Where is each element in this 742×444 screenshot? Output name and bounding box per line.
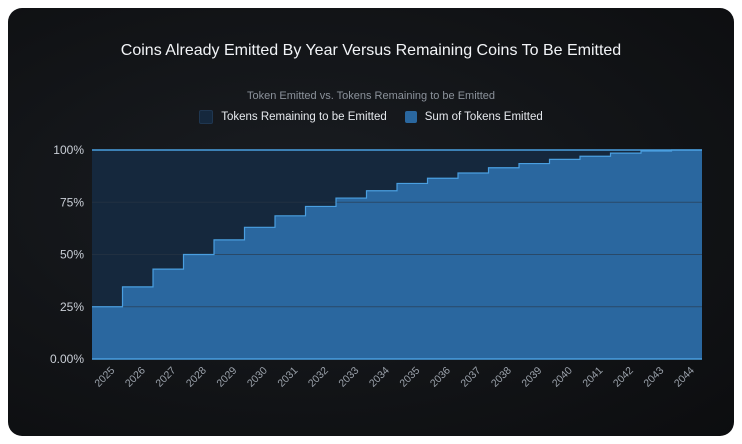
x-tick-label-2026: 2026 <box>123 365 148 390</box>
legend-item-emitted[interactable]: Sum of Tokens Emitted <box>404 110 543 124</box>
x-tick-label-2039: 2039 <box>519 365 544 390</box>
x-tick-label-2034: 2034 <box>367 365 392 390</box>
x-tick-label-2041: 2041 <box>580 365 605 390</box>
y-tick-label-0: 0.00% <box>50 352 84 366</box>
legend-label-remaining: Tokens Remaining to be Emitted <box>221 111 387 123</box>
legend-swatch-remaining <box>199 110 214 124</box>
y-tick-label-1: 25% <box>60 300 84 314</box>
x-tick-label-2035: 2035 <box>397 365 422 390</box>
chart-card: Coins Already Emitted By Year Versus Rem… <box>8 8 734 436</box>
x-tick-label-2032: 2032 <box>306 365 331 390</box>
legend-label-emitted: Sum of Tokens Emitted <box>424 111 543 123</box>
area-chart: 0.00%25%50%75%100%2025 2026 2027 2028 2029 20… <box>50 143 702 390</box>
x-tick-label-2043: 2043 <box>641 365 666 390</box>
legend-title: Token Emitted vs. Tokens Remaining to be… <box>246 90 496 102</box>
x-tick-label-2025: 2025 <box>92 365 117 390</box>
chart-title: Coins Already Emitted By Year Versus Rem… <box>120 42 622 59</box>
x-tick-label-2040: 2040 <box>550 365 575 390</box>
x-tick-label-2036: 2036 <box>428 365 453 390</box>
x-tick-label-2027: 2027 <box>153 365 178 390</box>
x-tick-label-2044: 2044 <box>672 365 697 390</box>
x-tick-label-2028: 2028 <box>184 365 209 390</box>
legend-swatch-emitted <box>404 111 417 123</box>
y-tick-label-2: 50% <box>60 248 84 262</box>
legend: Tokens Remaining to be Emitted Sum of To… <box>8 110 734 124</box>
y-tick-label-4: 100% <box>53 143 84 157</box>
y-tick-label-3: 75% <box>60 195 84 209</box>
x-tick-label-2033: 2033 <box>336 365 361 390</box>
legend-item-remaining[interactable]: Tokens Remaining to be Emitted <box>199 110 387 124</box>
x-tick-label-2029: 2029 <box>214 365 239 390</box>
x-tick-label-2042: 2042 <box>611 365 636 390</box>
x-tick-label-2030: 2030 <box>245 365 270 390</box>
x-tick-label-2038: 2038 <box>489 365 514 390</box>
emitted-line <box>92 149 702 308</box>
x-tick-label-2037: 2037 <box>458 365 483 390</box>
x-tick-label-2031: 2031 <box>275 365 300 390</box>
